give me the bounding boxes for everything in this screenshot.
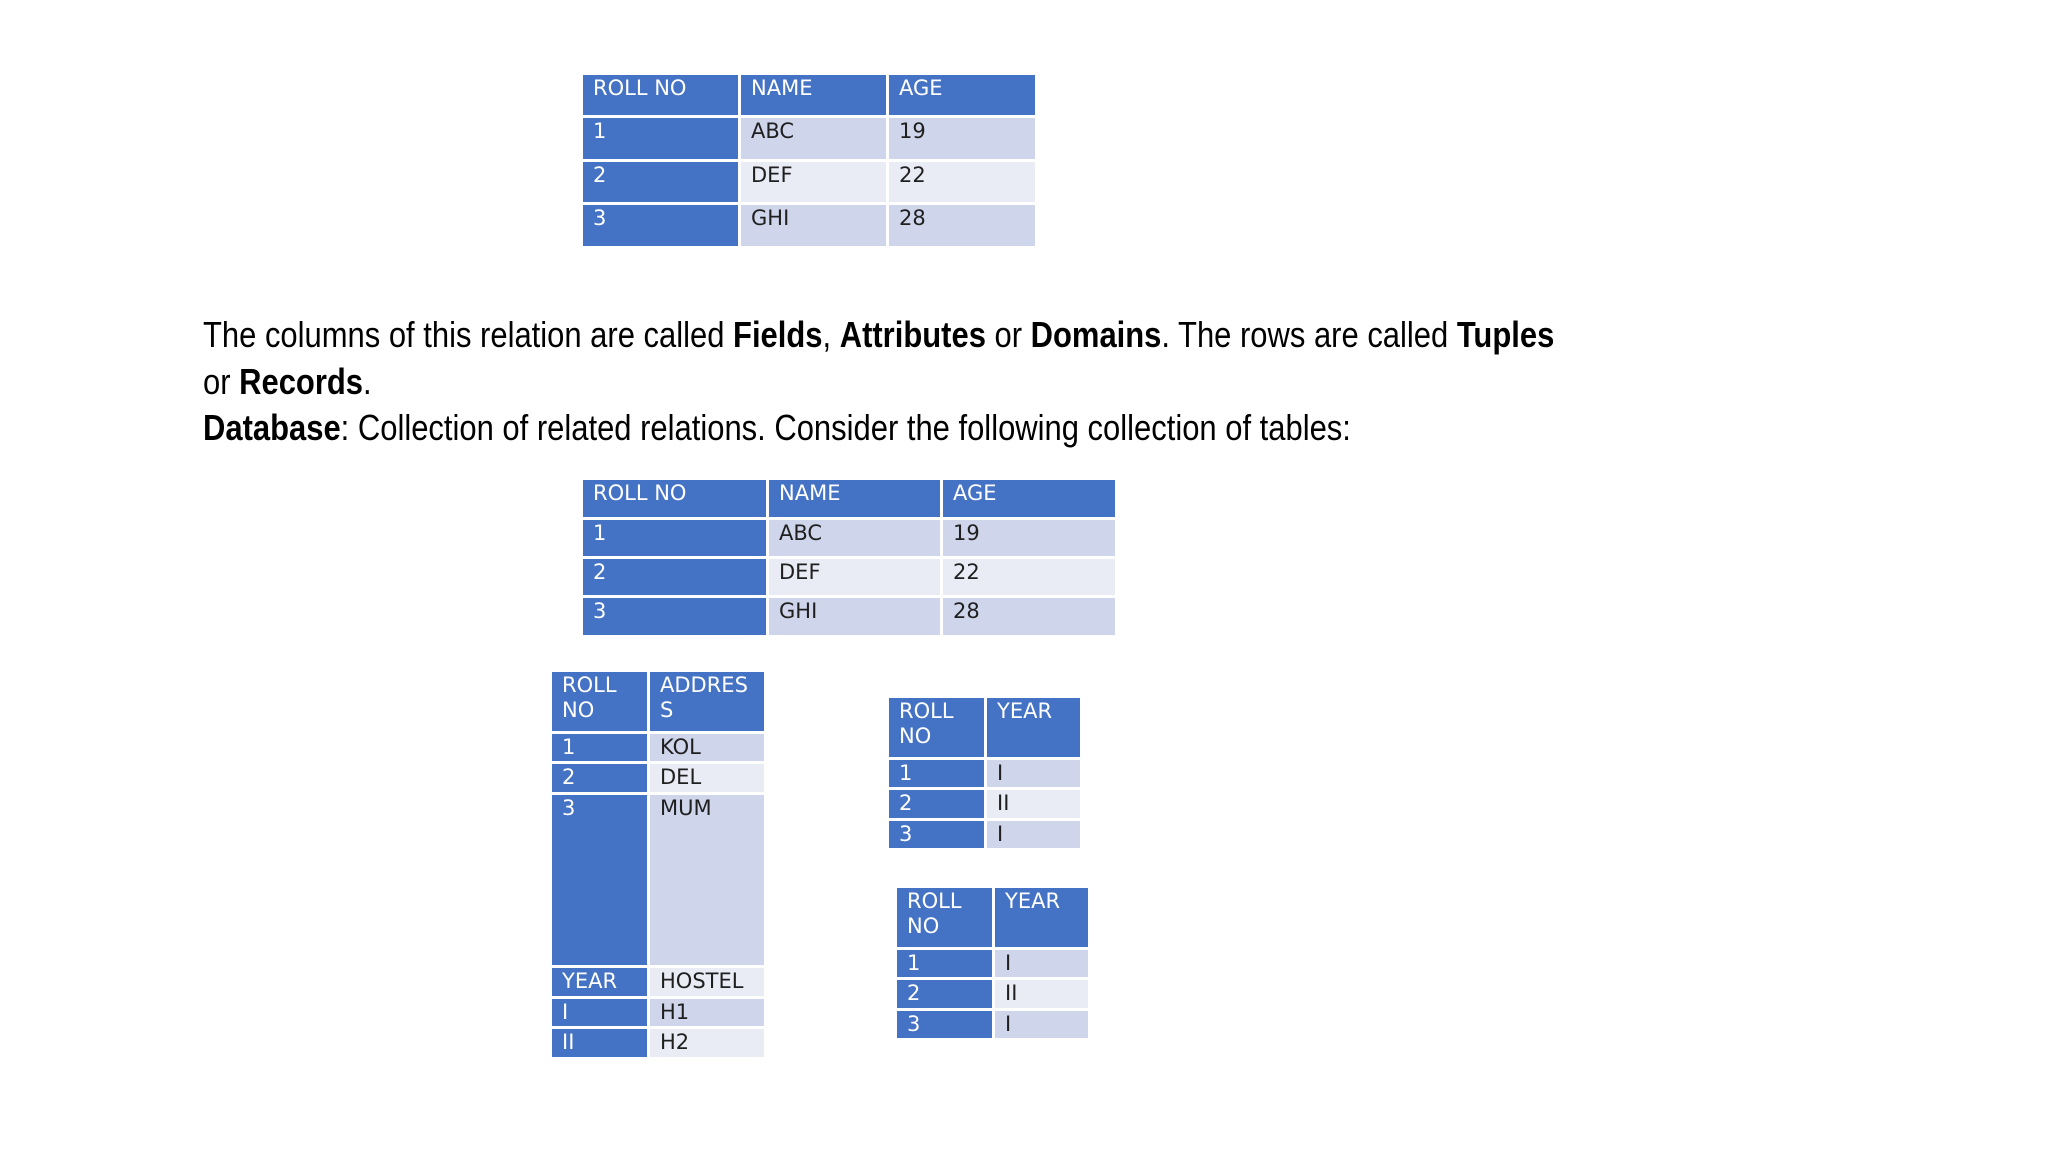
header-name: NAME [766,477,943,520]
table-row: 2 II [894,977,1091,1011]
header-roll-no: ROLL NO [549,669,650,734]
table-header-row: ROLL NO NAME AGE [580,72,1038,118]
cell-age: 22 [940,556,1118,598]
cell-roll-no: 1 [580,517,769,559]
header-roll-no: ROLL NO [580,72,741,118]
year-table-lower: ROLL NO YEAR 1 I 2 II 3 I [894,885,1091,1041]
cell-year: II [992,977,1091,1011]
text-run: . The rows are called [1161,314,1457,355]
address-hostel-table: ROLL NO ADDRES S 1 KOL 2 DEL 3 MUM YEAR … [549,669,767,1060]
paragraph-line-2: or Records. [203,359,1493,406]
header-age: AGE [940,477,1118,520]
cell-roll-no: 3 [894,1008,995,1041]
table-row: 3 I [894,1008,1091,1041]
term-records: Records [239,360,364,402]
header-roll-no: ROLL NO [886,695,987,760]
header-year: YEAR [549,965,650,999]
header-address: ADDRES S [647,669,767,734]
cell-address: KOL [647,731,767,764]
cell-name: ABC [766,517,943,559]
term-tuples: Tuples [1456,314,1555,355]
text-run: , [822,314,840,355]
table-row: 3 GHI 28 [580,202,1038,249]
table-header-row: ROLL NO ADDRES S [549,669,767,734]
table-row: 3 I [886,818,1083,851]
term-fields: Fields [733,314,823,355]
cell-roll-no: 2 [886,787,987,821]
cell-name: DEF [738,159,889,205]
header-year: YEAR [984,695,1083,760]
table-row: 1 I [894,947,1091,980]
table-row: 2 DEF 22 [580,159,1038,205]
cell-roll-no: 2 [580,556,769,598]
text-run: . [363,360,372,402]
cell-roll-no: 2 [894,977,995,1011]
cell-year: I [992,1008,1091,1041]
term-database: Database [203,407,341,448]
header-hostel: HOSTEL [647,965,767,999]
cell-year: I [992,947,1091,980]
text-run: : Collection of related relations. Consi… [340,407,1351,448]
cell-name: GHI [766,595,943,638]
cell-year: II [984,787,1083,821]
table-header-row: ROLL NO YEAR [894,885,1091,950]
header-age: AGE [886,72,1038,118]
cell-roll-no: 3 [549,792,650,968]
cell-roll-no: 3 [580,595,769,638]
cell-year: I [984,818,1083,851]
table-row: 2 DEF 22 [580,556,1118,598]
table-row: II H2 [549,1026,767,1060]
cell-year: II [549,1026,650,1060]
table-row: 3 GHI 28 [580,595,1118,638]
cell-name: DEF [766,556,943,598]
cell-year: I [549,996,650,1029]
cell-roll-no: 1 [580,115,741,162]
cell-roll-no: 2 [580,159,741,205]
table-row: 3 MUM [549,792,767,968]
cell-roll-no: 1 [894,947,995,980]
cell-roll-no: 3 [886,818,987,851]
year-table-upper: ROLL NO YEAR 1 I 2 II 3 I [886,695,1083,851]
text-run: or [985,314,1031,355]
cell-age: 22 [886,159,1038,205]
cell-roll-no: 1 [549,731,650,764]
text-run: or [203,360,240,402]
table-subheader-row: YEAR HOSTEL [549,965,767,999]
cell-hostel: H2 [647,1026,767,1060]
student-table-bottom: ROLL NO NAME AGE 1 ABC 19 2 DEF 22 3 GHI… [580,477,1118,638]
table-row: 2 DEL [549,761,767,795]
text-run: The columns of this relation are called [203,314,734,355]
cell-roll-no: 1 [886,757,987,790]
header-roll-no: ROLL NO [580,477,769,520]
table-header-row: ROLL NO YEAR [886,695,1083,760]
cell-age: 28 [886,202,1038,249]
term-attributes: Attributes [839,314,986,355]
cell-roll-no: 3 [580,202,741,249]
cell-year: I [984,757,1083,790]
header-name: NAME [738,72,889,118]
table-row: I H1 [549,996,767,1029]
paragraph-line-1: The columns of this relation are called … [203,312,1554,359]
table-row: 1 ABC 19 [580,517,1118,559]
cell-age: 19 [940,517,1118,559]
table-row: 1 ABC 19 [580,115,1038,162]
cell-roll-no: 2 [549,761,650,795]
table-row: 1 KOL [549,731,767,764]
cell-address: MUM [647,792,767,968]
term-domains: Domains [1030,314,1162,355]
header-roll-no: ROLL NO [894,885,995,950]
cell-hostel: H1 [647,996,767,1029]
cell-age: 19 [886,115,1038,162]
table-row: 1 I [886,757,1083,790]
cell-age: 28 [940,595,1118,638]
table-row: 2 II [886,787,1083,821]
paragraph-line-3: Database: Collection of related relation… [203,405,1493,452]
cell-name: GHI [738,202,889,249]
body-paragraph: The columns of this relation are called … [203,312,1554,452]
cell-address: DEL [647,761,767,795]
student-table-top: ROLL NO NAME AGE 1 ABC 19 2 DEF 22 3 GHI… [580,72,1038,249]
header-year: YEAR [992,885,1091,950]
table-header-row: ROLL NO NAME AGE [580,477,1118,520]
cell-name: ABC [738,115,889,162]
